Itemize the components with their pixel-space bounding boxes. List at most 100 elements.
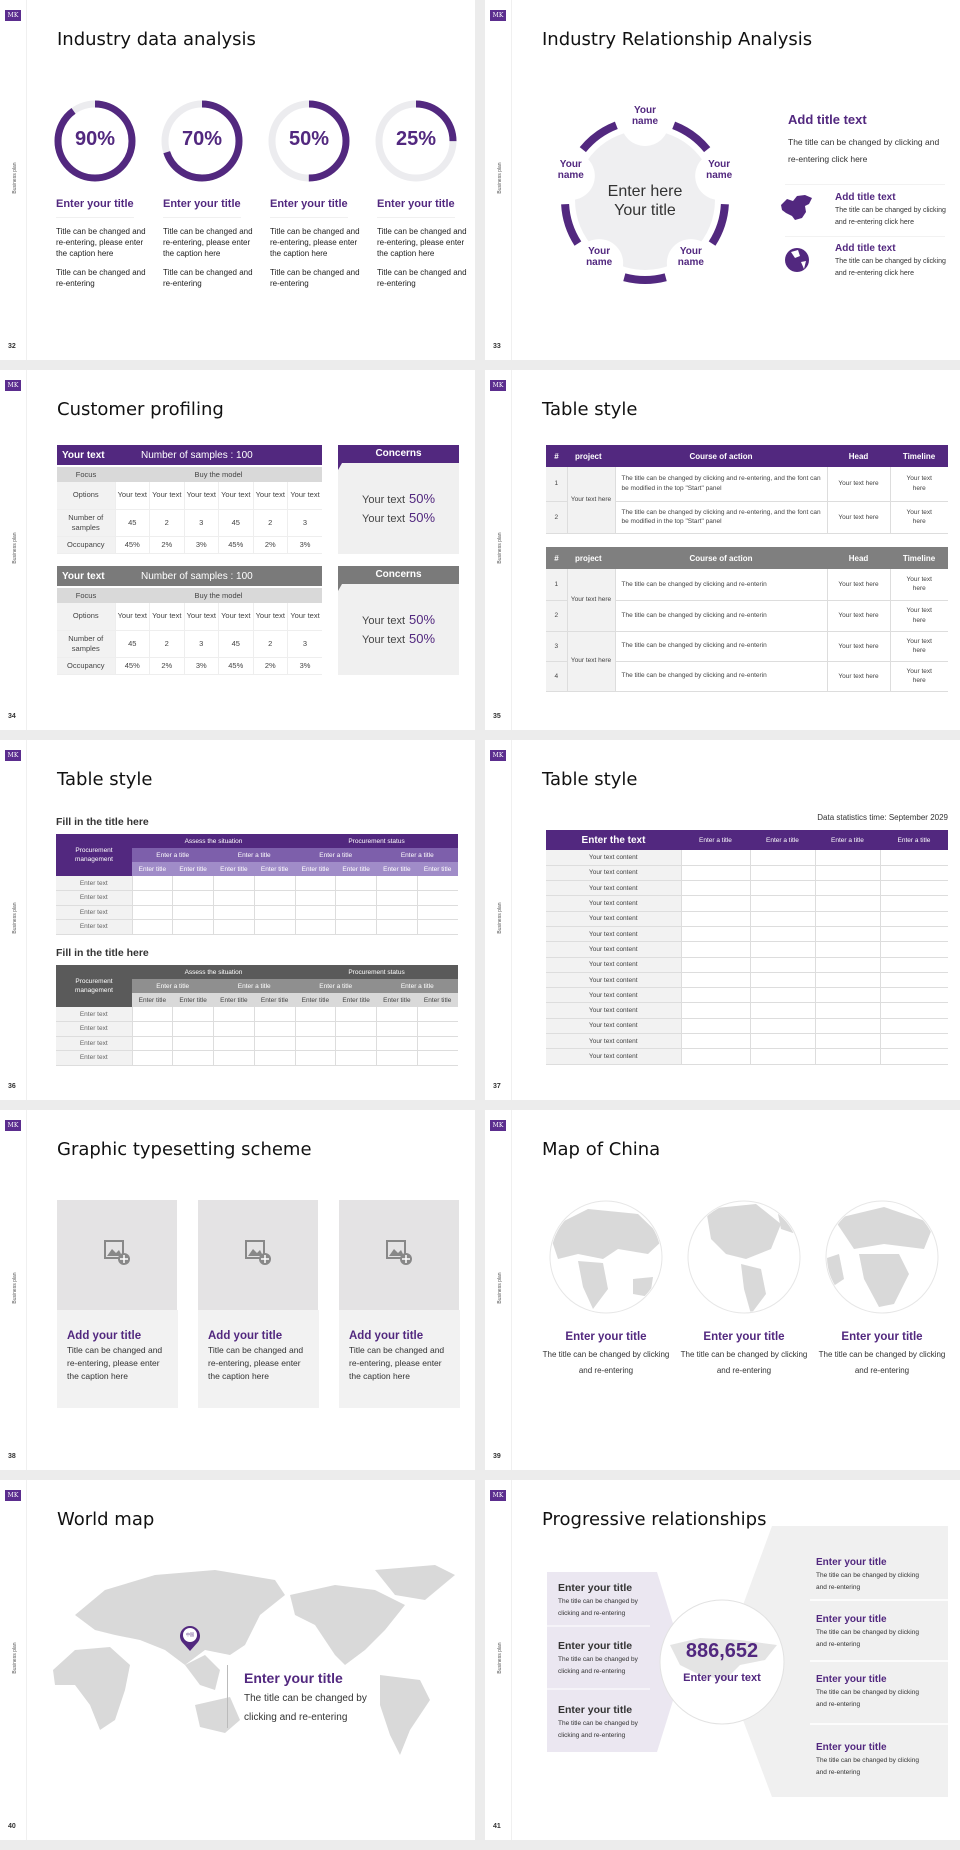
row-label[interactable]: Your text content	[546, 1002, 681, 1019]
row-number[interactable]: 1	[546, 467, 568, 501]
row-label[interactable]: Enter text	[56, 919, 132, 934]
data-cell[interactable]	[416, 905, 459, 920]
column-header[interactable]: Enter title	[301, 865, 330, 873]
column-header[interactable]: Enter title	[423, 865, 452, 873]
data-cell[interactable]	[680, 1033, 750, 1049]
data-cell[interactable]	[253, 919, 295, 934]
slide-title[interactable]: Progressive relationships	[542, 1509, 767, 1530]
data-cell[interactable]	[213, 876, 255, 891]
row-label[interactable]: Enter text	[56, 1050, 132, 1065]
column-header[interactable]: Enter title	[383, 865, 411, 873]
column-header[interactable]: Head	[848, 553, 869, 563]
data-cell[interactable]	[172, 876, 214, 891]
data-cell[interactable]	[294, 1036, 336, 1051]
data-cell[interactable]	[749, 895, 815, 912]
data-cell[interactable]	[749, 987, 815, 1003]
data-cell[interactable]	[879, 850, 948, 866]
row-label[interactable]: Enter text	[56, 1021, 132, 1036]
data-cell[interactable]	[680, 1018, 750, 1034]
timeline-cell[interactable]: Your text here	[889, 467, 948, 501]
slide-32[interactable]: MK Business plan 32 Industry data analysis 9…	[0, 0, 475, 360]
samples-label[interactable]: Number of samples	[57, 630, 115, 657]
data-cell[interactable]	[680, 880, 750, 896]
action-cell[interactable]: The title can be changed by clicking and…	[614, 501, 827, 533]
options-cell[interactable]: Your text	[287, 482, 323, 509]
image-placeholder[interactable]	[198, 1200, 318, 1310]
slide-41[interactable]: MK Business plan 41 Progressive relationshi…	[485, 1480, 960, 1840]
data-cell[interactable]	[879, 987, 948, 1003]
column-header[interactable]: Enter title	[220, 865, 248, 873]
header-main[interactable]: Enter the text	[581, 834, 646, 846]
data-cell[interactable]	[879, 1033, 948, 1049]
project-cell[interactable]: Your text here	[567, 569, 615, 631]
data-cell[interactable]	[335, 1021, 377, 1036]
data-cell[interactable]	[680, 895, 750, 912]
data-cell[interactable]	[213, 890, 255, 905]
data-cell[interactable]	[213, 919, 255, 934]
head-cell[interactable]: Your text here	[826, 600, 890, 631]
data-cell[interactable]	[294, 1007, 336, 1022]
row-label[interactable]: Your text content	[546, 895, 681, 912]
node-label[interactable]: Your name	[553, 159, 589, 181]
column-header[interactable]: Enter a title	[897, 836, 931, 844]
slide-title[interactable]: Industry Relationship Analysis	[542, 29, 813, 50]
options-cell[interactable]: Your text	[252, 603, 288, 630]
data-cell[interactable]	[879, 941, 948, 958]
focus-value[interactable]: Buy the model	[194, 591, 243, 600]
column-header[interactable]: Enter a title	[699, 836, 732, 844]
data-cell[interactable]	[680, 972, 750, 988]
samples-cell[interactable]: 2	[149, 509, 184, 536]
samples-label[interactable]: Number of samples	[57, 509, 115, 536]
data-cell[interactable]	[814, 865, 880, 881]
column-header[interactable]: Enter title	[179, 865, 207, 873]
column-header[interactable]: Course of action	[689, 451, 753, 461]
data-cell[interactable]	[680, 926, 750, 942]
occupancy-cell[interactable]: 3%	[287, 657, 323, 674]
data-cell[interactable]	[879, 895, 948, 912]
data-cell[interactable]	[749, 865, 815, 881]
procurement-table[interactable]: Procurement management Assess the situati…	[56, 965, 459, 1066]
column-header[interactable]: Enter title	[342, 865, 370, 873]
data-cell[interactable]	[814, 1048, 880, 1065]
head-cell[interactable]: Your text here	[826, 661, 890, 691]
row-label[interactable]: Your text content	[546, 926, 681, 942]
action-table[interactable]: # project Course of action Head Timeline 1 You…	[546, 547, 948, 692]
data-cell[interactable]	[749, 1002, 815, 1019]
slide-35[interactable]: MK Business plan 35 Table style # project Cour…	[485, 370, 960, 730]
group-header[interactable]: Assess the situation	[184, 968, 243, 976]
data-cell[interactable]	[879, 865, 948, 881]
occupancy-cell[interactable]: 2%	[252, 536, 288, 553]
data-cell[interactable]	[131, 919, 173, 934]
data-cell[interactable]	[131, 1021, 173, 1036]
data-cell[interactable]	[172, 905, 214, 920]
header-left[interactable]: Your text	[62, 449, 105, 461]
data-cell[interactable]	[749, 926, 815, 942]
node-label[interactable]: Your name	[673, 246, 709, 268]
row-label[interactable]: Your text content	[546, 941, 681, 958]
options-cell[interactable]: Your text	[287, 603, 323, 630]
column-header[interactable]: Enter title	[179, 996, 207, 1004]
samples-cell[interactable]: 45	[114, 509, 150, 536]
data-cell[interactable]	[680, 941, 750, 958]
data-cell[interactable]	[131, 905, 173, 920]
data-cell[interactable]	[213, 1007, 255, 1022]
row-number[interactable]: 4	[546, 661, 568, 691]
samples-cell[interactable]: 2	[252, 630, 288, 657]
data-cell[interactable]	[879, 972, 948, 988]
row-label[interactable]: Your text content	[546, 1033, 681, 1049]
data-cell[interactable]	[335, 1007, 377, 1022]
subgroup-header[interactable]: Enter a title	[319, 982, 353, 990]
head-cell[interactable]: Your text here	[826, 467, 890, 501]
slide-34[interactable]: MK Business plan 34 Customer profiling Your …	[0, 370, 475, 730]
node-label[interactable]: Your name	[581, 246, 617, 268]
data-cell[interactable]	[253, 1007, 295, 1022]
profile-table[interactable]: Your text Number of samples : 100 Focus Buy…	[57, 566, 323, 675]
slide-title[interactable]: Map of China	[542, 1139, 661, 1160]
data-cell[interactable]	[294, 919, 336, 934]
data-cell[interactable]	[376, 919, 418, 934]
options-cell[interactable]: Your text	[149, 482, 184, 509]
data-cell[interactable]	[172, 890, 214, 905]
slide-38[interactable]: MK Business plan 38 Graphic typesetting sch…	[0, 1110, 475, 1470]
data-cell[interactable]	[814, 926, 880, 942]
action-cell[interactable]: The title can be changed by clicking and…	[614, 661, 827, 691]
